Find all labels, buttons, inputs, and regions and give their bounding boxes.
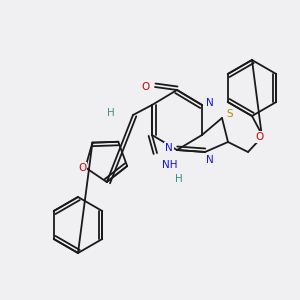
Text: N: N [165, 143, 173, 153]
Text: O: O [141, 82, 149, 92]
Text: H: H [175, 174, 183, 184]
Text: N: N [206, 98, 214, 108]
Text: O: O [256, 132, 264, 142]
Text: S: S [227, 109, 233, 119]
Text: N: N [206, 155, 214, 165]
Text: O: O [78, 163, 86, 172]
Text: H: H [107, 108, 115, 118]
Text: NH: NH [162, 160, 178, 170]
